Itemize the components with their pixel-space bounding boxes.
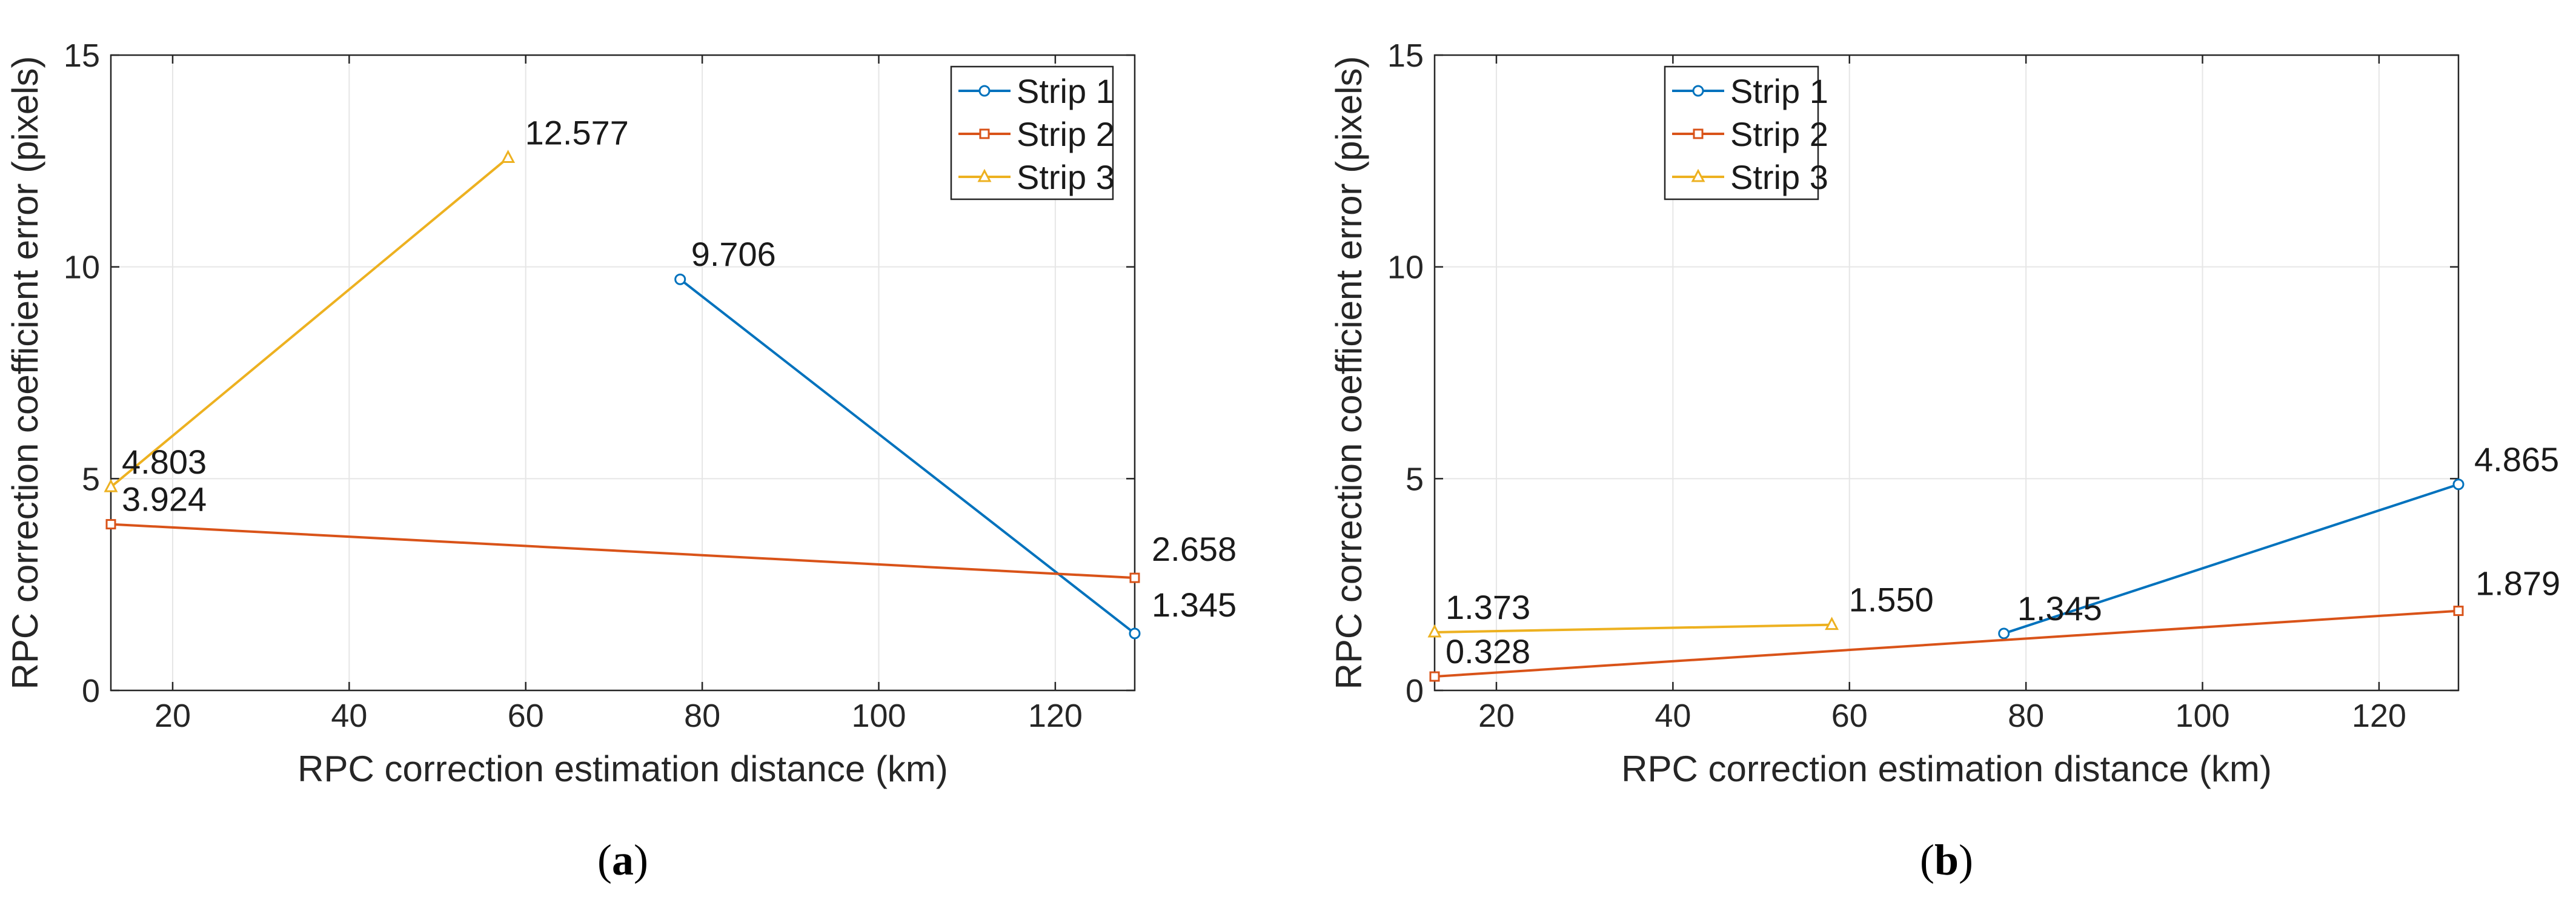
x-tick-label: 100 <box>2175 698 2229 734</box>
series-line-strip-3 <box>110 156 509 488</box>
panel-caption: (a) <box>597 836 648 884</box>
x-tick-label: 60 <box>1831 698 1868 734</box>
data-label: 1.879 <box>2475 564 2560 603</box>
data-label: 1.345 <box>2017 589 2102 627</box>
y-tick-label: 0 <box>1406 673 1424 709</box>
x-tick-label: 80 <box>684 698 720 734</box>
data-point-strip-1 <box>674 273 686 285</box>
legend-label-strip-2: Strip 2 <box>1730 115 1828 153</box>
y-tick-label: 5 <box>82 461 100 497</box>
data-point-strip-3 <box>1427 624 1442 638</box>
x-tick-label: 40 <box>1655 698 1691 734</box>
data-point-strip-1 <box>1998 627 2010 640</box>
plot-area <box>1435 55 2458 690</box>
series-line-strip-1 <box>2003 483 2459 635</box>
x-tick-label: 60 <box>508 698 544 734</box>
data-label: 2.658 <box>1152 530 1237 568</box>
x-tick-label: 20 <box>1478 698 1515 734</box>
x-axis-label: RPC correction estimation distance (km) <box>297 749 948 789</box>
legend-marker-strip-3 <box>1691 168 1705 182</box>
data-label: 3.924 <box>122 480 207 518</box>
panel-b: 20 40 60 80 100 120 0 5 10 15 RPC correction estim… <box>1329 38 2560 884</box>
series-line-strip-2 <box>1434 609 2459 678</box>
x-tick-label: 40 <box>331 698 367 734</box>
y-tick-label: 15 <box>1387 38 1424 74</box>
x-tick-label: 100 <box>851 698 906 734</box>
series-line-strip-3 <box>1434 623 1832 633</box>
data-point-strip-2 <box>1129 572 1140 583</box>
data-label: 4.865 <box>2474 440 2559 478</box>
data-point-strip-1 <box>2452 478 2465 491</box>
series-line-strip-2 <box>110 523 1135 580</box>
x-axis-label: RPC correction estimation distance (km) <box>1621 749 2272 789</box>
data-point-strip-3 <box>104 478 118 492</box>
axes-box <box>110 54 1136 692</box>
panel-a: 20 40 60 80 100 120 0 5 10 15 RPC correction estim… <box>5 38 1237 884</box>
legend-marker-strip-2 <box>1693 128 1704 139</box>
legend-marker-strip-1 <box>1692 85 1704 97</box>
data-label: 0.328 <box>1446 632 1530 670</box>
y-axis-label: RPC correction coefficient error (pixels… <box>5 56 45 690</box>
y-tick-label: 5 <box>1406 461 1424 497</box>
axes-box <box>1433 54 2460 692</box>
data-point-strip-2 <box>1429 671 1440 682</box>
x-tick-label: 80 <box>2008 698 2044 734</box>
x-tick-label: 120 <box>1028 698 1083 734</box>
data-label: 4.803 <box>122 443 207 481</box>
data-label: 12.577 <box>525 113 629 151</box>
legend-marker-strip-1 <box>978 85 991 97</box>
x-tick-label: 20 <box>154 698 191 734</box>
y-tick-label: 10 <box>1387 250 1424 286</box>
legend-marker-strip-3 <box>977 168 992 182</box>
x-tick-label: 120 <box>2352 698 2406 734</box>
data-label: 1.550 <box>1849 581 1934 619</box>
data-label: 1.373 <box>1446 588 1530 626</box>
legend-label-strip-1: Strip 1 <box>1730 72 1828 110</box>
legend-label-strip-1: Strip 1 <box>1017 72 1115 110</box>
data-point-strip-2 <box>2453 606 2464 617</box>
data-label: 9.706 <box>691 235 776 273</box>
y-axis-label: RPC correction coefficient error (pixels… <box>1329 56 1369 690</box>
data-point-strip-3 <box>1825 617 1839 630</box>
data-point-strip-2 <box>105 519 116 530</box>
legend-marker-strip-2 <box>979 128 990 139</box>
data-point-strip-1 <box>1129 627 1141 640</box>
data-point-strip-3 <box>501 150 516 163</box>
y-tick-label: 10 <box>64 250 100 286</box>
legend-label-strip-2: Strip 2 <box>1017 115 1115 153</box>
y-tick-label: 0 <box>82 673 100 709</box>
y-tick-label: 15 <box>64 38 100 74</box>
data-label: 1.345 <box>1152 586 1237 624</box>
panel-caption: (b) <box>1920 836 1973 884</box>
legend-label-strip-3: Strip 3 <box>1730 158 1828 196</box>
legend-label-strip-3: Strip 3 <box>1017 158 1115 196</box>
